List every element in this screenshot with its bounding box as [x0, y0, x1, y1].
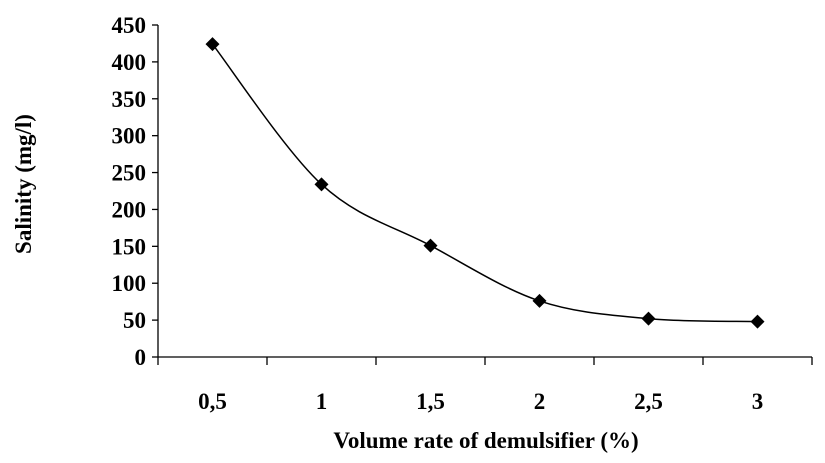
y-tick-label: 0	[135, 345, 147, 370]
y-axis-title: Salinity (mg/l)	[11, 114, 36, 254]
y-tick-label: 50	[123, 308, 146, 333]
y-tick-label: 350	[112, 87, 147, 112]
x-tick-label: 3	[752, 389, 764, 414]
x-tick-label: 2	[534, 389, 546, 414]
data-point-marker	[314, 177, 329, 192]
data-point-marker	[641, 311, 656, 326]
x-tick-label: 1	[316, 389, 328, 414]
series-markers	[205, 37, 765, 329]
data-point-marker	[205, 37, 220, 52]
x-tick-label: 0,5	[198, 389, 227, 414]
y-tick-label: 200	[112, 197, 147, 222]
y-axis: 0 50 100 150 200 250 300 350 400 450	[112, 13, 159, 370]
data-point-marker	[532, 293, 547, 308]
x-axis-title: Volume rate of demulsifier (%)	[333, 428, 638, 453]
y-tick-label: 400	[112, 50, 147, 75]
y-tick-label: 450	[112, 13, 147, 38]
data-point-marker	[423, 238, 438, 253]
series-line	[211, 43, 758, 323]
x-tick-label: 1,5	[416, 389, 445, 414]
y-tick-label: 300	[112, 124, 147, 149]
y-tick-label: 250	[112, 161, 147, 186]
x-axis: 0,5 1 1,5 2 2,5 3	[157, 356, 813, 414]
y-tick-label: 100	[112, 271, 147, 296]
x-tick-label: 2,5	[634, 389, 663, 414]
data-point-marker	[750, 314, 765, 329]
y-tick-label: 150	[112, 234, 147, 259]
